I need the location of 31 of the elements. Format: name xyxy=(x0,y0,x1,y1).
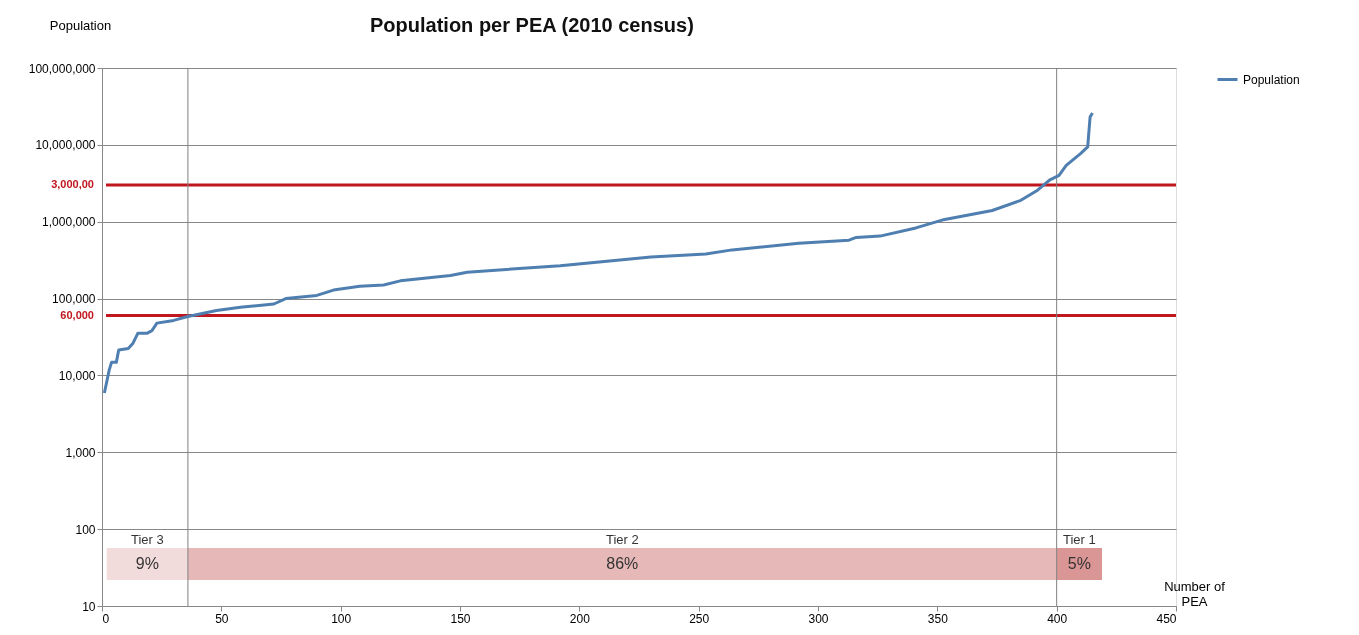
x-tick-label: 250 xyxy=(689,611,710,626)
x-tick-label: 300 xyxy=(808,611,829,626)
y-tick-label: 10,000 xyxy=(58,368,96,383)
x-tick-label: 50 xyxy=(215,611,229,626)
y-tick-label: 100 xyxy=(75,522,96,537)
line-series xyxy=(102,111,1094,395)
y-tick-label: 1,000,000 xyxy=(42,215,96,230)
x-tick-label: 100 xyxy=(331,611,352,626)
band-label: 5% xyxy=(1067,555,1091,572)
y-tick-label: 1,000 xyxy=(65,445,96,460)
y-tick-label: 100,000,000 xyxy=(28,61,96,76)
ref-line-label: 60,000 xyxy=(60,308,94,321)
x-tick-label: 150 xyxy=(450,611,471,626)
x-axis-title: Number of PEA xyxy=(1164,578,1226,609)
y-tick-label: 10,000,000 xyxy=(35,138,96,153)
x-tick-label: 0 xyxy=(102,611,110,626)
band-label: 86% xyxy=(606,555,639,572)
x-tick-label: 450 xyxy=(1156,611,1177,626)
annotation: Tier 2 xyxy=(605,532,639,547)
y-tick-label: 100,000 xyxy=(52,292,96,307)
chart-title: Population per PEA (2010 census) xyxy=(370,14,694,36)
annotation: Tier 3 xyxy=(130,532,164,547)
x-tick-label: 400 xyxy=(1047,611,1068,626)
x-tick-label: 200 xyxy=(569,611,591,626)
y-tick-label: 10 xyxy=(82,599,96,614)
annotation: Tier 1 xyxy=(1062,532,1096,547)
legend-label: Population xyxy=(1243,72,1300,87)
ref-line-label: 3,000,00 xyxy=(51,178,94,191)
band-label: 9% xyxy=(135,555,159,572)
x-tick-label: 350 xyxy=(927,611,949,626)
y-axis-title: Population xyxy=(49,17,112,33)
